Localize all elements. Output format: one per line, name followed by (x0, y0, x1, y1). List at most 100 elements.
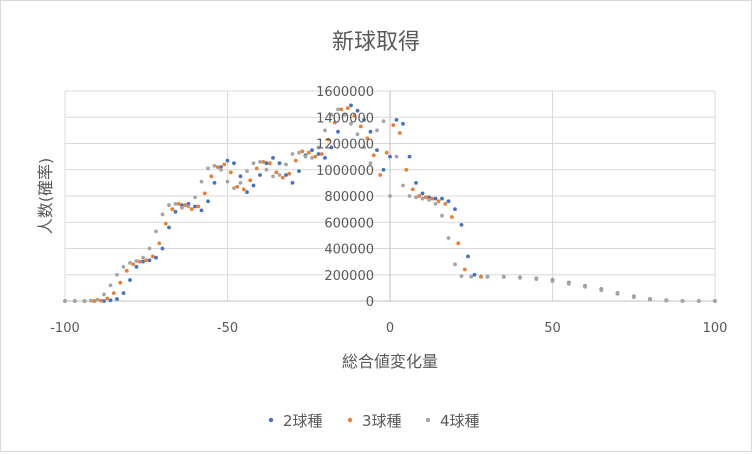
data-point (284, 173, 288, 177)
data-point (485, 274, 490, 279)
y-tick-label: 400000 (324, 243, 374, 258)
data-point (381, 119, 386, 124)
data-point (147, 246, 152, 251)
x-axis-label: 総合値変化量 (342, 352, 438, 371)
data-point (446, 199, 451, 204)
data-point (414, 195, 418, 200)
data-point (222, 162, 227, 167)
data-point (583, 284, 587, 289)
data-point (183, 203, 188, 208)
data-point (362, 118, 366, 122)
data-point (713, 299, 717, 303)
data-point (251, 183, 256, 188)
data-point (173, 202, 178, 206)
data-point (401, 183, 405, 188)
data-point (550, 279, 555, 283)
y-tick-label: 1000000 (316, 164, 374, 179)
data-point (284, 162, 288, 167)
data-point (362, 145, 366, 150)
data-point (95, 297, 100, 302)
y-axis-label: 人数(確率) (36, 158, 55, 235)
data-point (427, 198, 431, 202)
data-point (245, 190, 249, 195)
data-point (102, 292, 106, 297)
data-point (150, 254, 155, 259)
data-point (345, 106, 350, 110)
data-point (453, 262, 457, 267)
data-point (118, 280, 123, 285)
data-point (206, 199, 210, 204)
data-point (664, 298, 669, 303)
data-point (404, 167, 409, 172)
data-point (397, 131, 402, 135)
data-point (121, 265, 126, 269)
data-point (534, 277, 539, 281)
x-tick-label: 100 (703, 321, 728, 336)
data-point (615, 292, 620, 296)
data-point (518, 276, 522, 280)
data-point (89, 298, 93, 303)
series-4-points (63, 107, 717, 303)
data-point (319, 152, 324, 156)
data-point (329, 145, 334, 150)
data-point (98, 298, 103, 303)
data-point (160, 212, 165, 217)
data-point (436, 199, 441, 204)
data-point (186, 204, 191, 209)
legend-marker-3 (347, 417, 353, 423)
data-point (131, 262, 136, 267)
data-point (267, 161, 272, 166)
data-point (368, 129, 373, 134)
data-point (261, 160, 266, 164)
data-point (355, 132, 360, 137)
data-point (137, 259, 142, 264)
data-point (472, 272, 477, 277)
data-point (440, 213, 444, 218)
data-point (287, 171, 292, 176)
data-point (407, 154, 412, 159)
legend-marker-2 (268, 417, 274, 423)
y-tick-label: 1200000 (316, 138, 374, 153)
data-point (680, 299, 685, 303)
data-point (297, 150, 301, 155)
data-point (381, 167, 386, 172)
data-point (241, 187, 246, 192)
data-point (631, 295, 636, 300)
data-point (277, 173, 282, 177)
x-tick-label: -50 (217, 321, 238, 336)
data-point (186, 202, 191, 206)
data-point (440, 196, 444, 201)
data-point (228, 170, 233, 175)
data-point (378, 173, 383, 177)
data-point (696, 299, 701, 303)
data-point (297, 169, 301, 174)
data-point (134, 265, 139, 269)
data-point (167, 225, 171, 230)
data-point (342, 112, 347, 117)
y-tick-label: 1600000 (316, 85, 374, 100)
data-point (446, 236, 451, 240)
data-point (180, 205, 184, 210)
data-point (358, 124, 363, 129)
data-point (72, 299, 77, 303)
data-point (264, 167, 269, 172)
data-point (339, 107, 344, 112)
data-point (225, 179, 230, 184)
tick-labels: 0 200000 400000 600000 800000 1000000 1200000 1… (50, 85, 727, 336)
data-point (147, 258, 152, 263)
data-point (193, 204, 197, 209)
data-point (427, 195, 431, 200)
data-point (134, 259, 139, 263)
data-point (323, 128, 327, 133)
data-point (566, 281, 571, 286)
data-point (401, 121, 405, 126)
data-point (277, 161, 282, 166)
data-point (407, 194, 412, 198)
data-point (420, 196, 425, 201)
data-points (63, 103, 717, 303)
data-point (199, 208, 204, 213)
y-tick-label: 1400000 (316, 111, 374, 126)
data-point (251, 161, 256, 166)
data-point (141, 259, 145, 264)
x-tick-label: -100 (50, 321, 80, 336)
